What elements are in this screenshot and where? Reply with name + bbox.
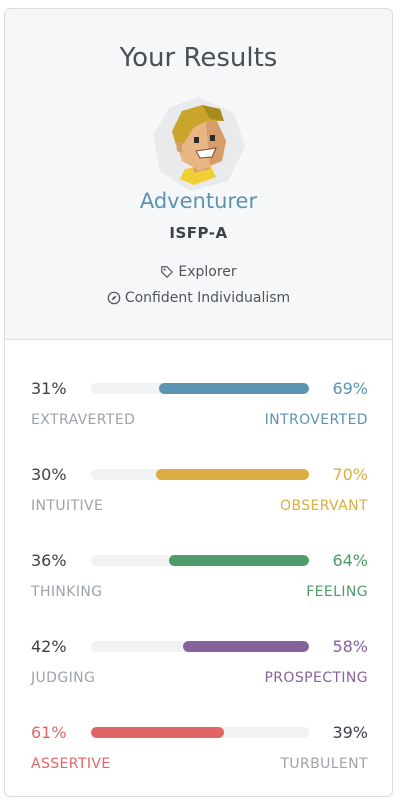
page-title: Your Results <box>119 43 278 73</box>
trait-right-label: OBSERVANT <box>280 498 368 514</box>
trait-identity: 61% 39% ASSERTIVE TURBULENT <box>31 723 368 783</box>
trait-energy: 31% 69% EXTRAVERTED INTROVERTED <box>31 379 368 439</box>
trait-left-label: EXTRAVERTED <box>31 412 136 428</box>
trait-left-percent: 30% <box>31 465 67 484</box>
personality-type-name: Adventurer <box>139 189 258 213</box>
trait-right-label: INTROVERTED <box>264 412 368 428</box>
trait-nature: 36% 64% THINKING FEELING <box>31 551 368 611</box>
trait-bar <box>91 469 309 480</box>
trait-left-label: ASSERTIVE <box>31 756 111 772</box>
trait-left-percent: 36% <box>31 551 67 570</box>
compass-icon <box>107 291 121 305</box>
trait-left-label: JUDGING <box>31 670 96 686</box>
role-row: Explorer <box>5 264 392 280</box>
trait-bar-fill <box>182 641 309 652</box>
trait-right-percent: 70% <box>332 465 368 484</box>
role-label: Explorer <box>178 264 237 280</box>
trait-right-label: FEELING <box>306 584 368 600</box>
trait-bar-fill <box>156 469 309 480</box>
trait-bar-fill <box>91 727 224 738</box>
trait-left-label: THINKING <box>31 584 103 600</box>
trait-left-percent: 42% <box>31 637 67 656</box>
trait-right-label: TURBULENT <box>280 756 368 772</box>
trait-right-percent: 64% <box>332 551 368 570</box>
results-card: Your Results Adventurer ISFP-A <box>4 8 393 797</box>
trait-left-percent: 61% <box>31 723 67 742</box>
trait-right-percent: 58% <box>332 637 368 656</box>
trait-right-label: PROSPECTING <box>264 670 368 686</box>
trait-bar <box>91 727 309 738</box>
results-header: Your Results Adventurer ISFP-A <box>5 9 392 340</box>
trait-left-percent: 31% <box>31 379 67 398</box>
personality-type-code: ISFP-A <box>169 224 228 242</box>
trait-right-percent: 39% <box>332 723 368 742</box>
trait-bar <box>91 383 309 394</box>
trait-bar <box>91 555 309 566</box>
strategy-label: Confident Individualism <box>124 290 291 306</box>
trait-left-label: INTUITIVE <box>31 498 104 514</box>
trait-bar-fill <box>158 383 309 394</box>
trait-bar-fill <box>169 555 309 566</box>
adventurer-avatar <box>153 97 245 191</box>
trait-right-percent: 69% <box>332 379 368 398</box>
trait-tactics: 42% 58% JUDGING PROSPECTING <box>31 637 368 697</box>
strategy-row: Confident Individualism <box>5 290 392 306</box>
trait-mind: 30% 70% INTUITIVE OBSERVANT <box>31 465 368 525</box>
trait-bar <box>91 641 309 652</box>
tag-icon <box>161 266 174 278</box>
